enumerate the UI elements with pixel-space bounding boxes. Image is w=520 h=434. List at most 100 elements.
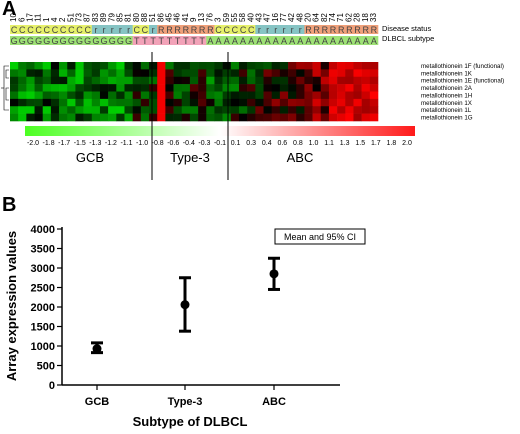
disease-status-cell bbox=[165, 25, 174, 34]
heatmap-cell bbox=[91, 76, 101, 85]
heatmap-cell bbox=[238, 98, 248, 107]
disease-status-cell bbox=[296, 25, 305, 34]
sample-id: 1 bbox=[42, 17, 51, 22]
sample-id: 48 bbox=[295, 13, 304, 22]
y-tick-label: 3000 bbox=[31, 263, 55, 275]
dlbcl-subtype-letter: A bbox=[305, 36, 311, 46]
heatmap-cell bbox=[328, 76, 338, 85]
disease-status-cell bbox=[10, 25, 19, 34]
heatmap-cell bbox=[83, 76, 93, 85]
heatmap-cell bbox=[247, 62, 256, 70]
dlbcl-subtype-cell bbox=[42, 36, 52, 45]
color-scale-tick: -2.0 bbox=[27, 140, 39, 147]
heatmap-cell bbox=[18, 62, 27, 70]
dlbcl-subtype-cell bbox=[50, 36, 60, 45]
color-scale-tick: 1.0 bbox=[309, 140, 319, 147]
heatmap-cell bbox=[279, 84, 289, 92]
heatmap-cell bbox=[165, 62, 174, 70]
heatmap-cell bbox=[34, 69, 44, 78]
gene-label: metallothionein 1H bbox=[421, 92, 472, 99]
color-scale-tick: 0.4 bbox=[262, 140, 272, 147]
heatmap-cell bbox=[271, 98, 281, 107]
dlbcl-subtype-letter: A bbox=[338, 36, 344, 46]
sample-id: 85 bbox=[115, 13, 124, 22]
heatmap-cell bbox=[10, 106, 19, 114]
sample-id-row: 10 6 17 11 1 4 2 51 73 87 83 89 79 85 81 80 88 51 86 45 46 41… bbox=[9, 13, 378, 22]
gene-label: metallothionein 1L bbox=[421, 107, 472, 114]
disease-status-cell bbox=[206, 25, 215, 34]
disease-status-letter: C bbox=[215, 25, 222, 35]
heatmap-cell bbox=[345, 84, 354, 92]
heatmap-cell bbox=[108, 113, 117, 122]
heatmap-cell bbox=[238, 91, 248, 100]
heatmap-cell bbox=[132, 84, 142, 92]
heatmap-cell bbox=[157, 91, 166, 100]
heatmap-cell bbox=[165, 98, 174, 107]
heatmap-cell bbox=[271, 62, 281, 70]
dlbcl-subtype-cell bbox=[337, 36, 346, 45]
heatmap-cell bbox=[173, 91, 183, 100]
heatmap-cell bbox=[124, 76, 133, 85]
heatmap-cell bbox=[149, 69, 158, 78]
heatmap-cell bbox=[18, 113, 27, 122]
disease-status-cell bbox=[149, 25, 158, 34]
heatmap-cell bbox=[247, 69, 256, 78]
heatmap-cell bbox=[75, 69, 84, 78]
disease-status-cell bbox=[157, 25, 166, 34]
sample-id: 71 bbox=[336, 13, 345, 22]
heatmap-cell bbox=[230, 113, 240, 122]
dlbcl-subtype-letter: G bbox=[43, 36, 50, 46]
dlbcl-subtype-cell bbox=[288, 36, 297, 45]
heatmap-cell bbox=[247, 91, 256, 100]
heatmap-cell bbox=[247, 113, 256, 122]
dlbcl-subtype-letter: G bbox=[125, 36, 132, 46]
disease-status-letter: r bbox=[291, 25, 294, 35]
heatmap-cell bbox=[116, 62, 125, 70]
disease-status-letter: R bbox=[338, 25, 345, 35]
dlbcl-subtype-cell bbox=[345, 36, 354, 45]
heatmap-cell bbox=[304, 98, 313, 107]
heatmap-cell bbox=[67, 91, 76, 100]
sample-id: 55 bbox=[230, 13, 239, 22]
sample-id: 46 bbox=[173, 13, 182, 22]
heatmap-cell bbox=[312, 62, 322, 70]
heatmap-cell bbox=[247, 106, 256, 114]
heatmap-cell bbox=[50, 69, 60, 78]
heatmap-cell bbox=[263, 84, 272, 92]
dlbcl-subtype-letter: G bbox=[84, 36, 91, 46]
gene-labels: metallothionein 1F (functional)metalloth… bbox=[421, 63, 504, 122]
dlbcl-subtype-cell bbox=[328, 36, 338, 45]
disease-status-cell bbox=[34, 25, 44, 34]
x-axis-title: Subtype of DLBCL bbox=[133, 414, 248, 429]
sample-id: 43 bbox=[254, 13, 263, 22]
heatmap-cell bbox=[214, 113, 223, 122]
dlbcl-subtype-letter: G bbox=[27, 36, 34, 46]
dlbcl-subtype-cell bbox=[26, 36, 35, 45]
disease-status-letter: R bbox=[158, 25, 165, 35]
heatmap-cell bbox=[255, 84, 264, 92]
x-axis-ticks: GCB Type-3 ABC bbox=[85, 385, 286, 408]
gene-label: metallothionein 1X bbox=[421, 100, 472, 107]
color-scale-tick: -0.1 bbox=[214, 140, 226, 147]
disease-status-cell bbox=[328, 25, 338, 34]
dlbcl-subtype-cell bbox=[140, 36, 150, 45]
disease-status-cell bbox=[108, 25, 117, 34]
heatmap-cell bbox=[149, 62, 158, 70]
heatmap-cell bbox=[59, 62, 68, 70]
dlbcl-subtype-cell bbox=[157, 36, 166, 45]
heatmap-cell bbox=[83, 69, 93, 78]
dlbcl-subtype-cell bbox=[181, 36, 191, 45]
heatmap-cell bbox=[288, 98, 297, 107]
disease-status-letter: R bbox=[166, 25, 173, 35]
color-scale-tick: 0.1 bbox=[231, 140, 241, 147]
heatmap-cell bbox=[353, 76, 362, 85]
heatmap-cell bbox=[337, 69, 346, 78]
heatmap-cell bbox=[42, 91, 52, 100]
heatmap-cell bbox=[50, 113, 60, 122]
disease-status-letter: R bbox=[207, 25, 214, 35]
dlbcl-subtype-cell bbox=[149, 36, 158, 45]
heatmap-cell bbox=[230, 106, 240, 114]
heatmap-cell bbox=[296, 113, 305, 122]
